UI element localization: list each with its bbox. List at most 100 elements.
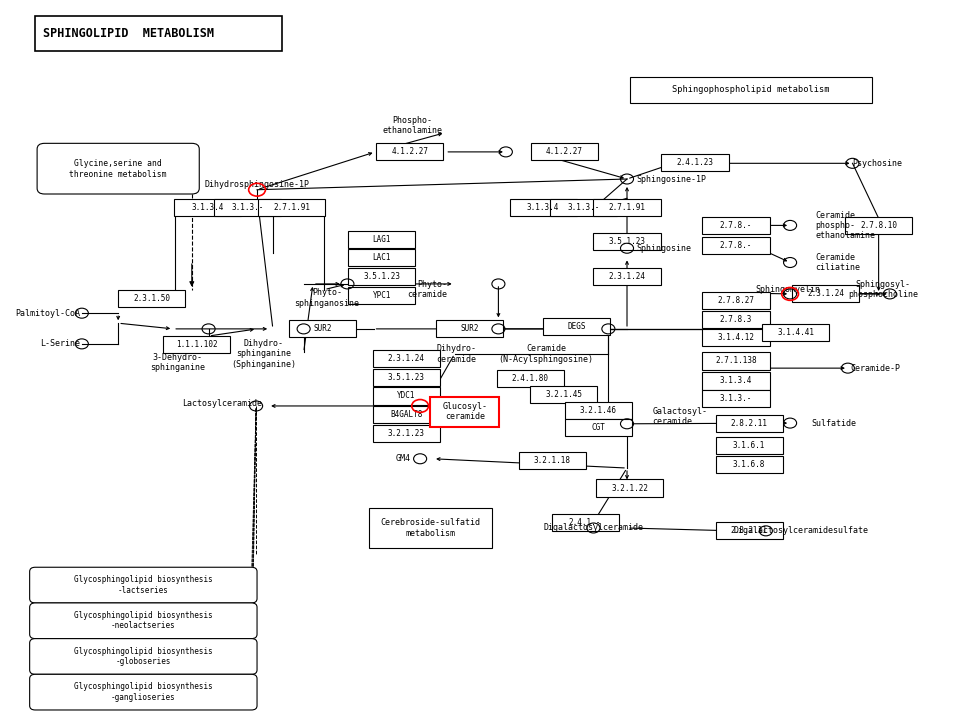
Text: 3.5.1.23: 3.5.1.23 [387, 373, 424, 382]
Text: 2.4.1.23: 2.4.1.23 [676, 158, 713, 167]
Text: Glycosphingolipid biosynthesis
-ganglioseries: Glycosphingolipid biosynthesis -ganglios… [74, 682, 212, 702]
FancyBboxPatch shape [702, 352, 769, 370]
Text: Phospho-
ethanolamine: Phospho- ethanolamine [382, 116, 442, 135]
FancyBboxPatch shape [496, 370, 563, 388]
FancyBboxPatch shape [348, 269, 415, 285]
FancyBboxPatch shape [36, 17, 282, 51]
Text: Palmitoyl-CoA: Palmitoyl-CoA [15, 309, 80, 318]
Text: LAC1: LAC1 [372, 253, 391, 262]
FancyBboxPatch shape [543, 318, 609, 335]
Text: YPC1: YPC1 [372, 291, 391, 300]
Text: CGT: CGT [591, 423, 604, 432]
Text: Glycosphingolipid biosynthesis
-neolactseries: Glycosphingolipid biosynthesis -neolacts… [74, 611, 212, 630]
Text: 3.1.3.4: 3.1.3.4 [191, 203, 224, 212]
FancyBboxPatch shape [761, 324, 828, 341]
Text: 3.1.3.-: 3.1.3.- [719, 394, 752, 404]
Text: 2.7.1.91: 2.7.1.91 [273, 203, 309, 212]
Text: Lactosylceramide: Lactosylceramide [183, 399, 262, 409]
FancyBboxPatch shape [702, 237, 769, 254]
Text: 2.7.1.91: 2.7.1.91 [608, 203, 645, 212]
Text: 3-Dehydro-
sphinganine: 3-Dehydro- sphinganine [150, 353, 205, 372]
Text: Ceramide-P: Ceramide-P [850, 364, 899, 373]
Text: 2.3.1.50: 2.3.1.50 [133, 295, 170, 303]
Text: Dihydro-
ceramide: Dihydro- ceramide [436, 344, 476, 364]
Text: SUR2: SUR2 [459, 324, 479, 334]
FancyBboxPatch shape [30, 674, 257, 710]
FancyBboxPatch shape [593, 232, 660, 250]
Text: LAG1: LAG1 [372, 235, 391, 244]
Text: 2.8.2.11: 2.8.2.11 [729, 419, 767, 427]
FancyBboxPatch shape [288, 321, 356, 337]
Text: 3.5.1.23: 3.5.1.23 [363, 272, 400, 282]
Text: Ceramide
phospho-
ethanolamine: Ceramide phospho- ethanolamine [814, 211, 875, 240]
Text: 3.2.1.22: 3.2.1.22 [610, 484, 648, 492]
Text: B4GALT8: B4GALT8 [389, 410, 422, 419]
Text: Sphingosine: Sphingosine [635, 244, 691, 253]
Text: Dihydro-
sphinganine
(Sphinganine): Dihydro- sphinganine (Sphinganine) [231, 339, 296, 369]
Text: Sphingomyelin: Sphingomyelin [755, 285, 820, 294]
FancyBboxPatch shape [715, 437, 782, 453]
Text: 2.7.8.27: 2.7.8.27 [717, 296, 753, 305]
FancyBboxPatch shape [702, 329, 769, 346]
Text: 2.3.1.24: 2.3.1.24 [806, 289, 843, 297]
FancyBboxPatch shape [791, 284, 858, 302]
Text: 3.1.3.-: 3.1.3.- [232, 203, 263, 212]
Text: Glucosyl-
ceramide: Glucosyl- ceramide [442, 402, 487, 422]
Text: 3.1.6.8: 3.1.6.8 [732, 460, 765, 469]
Text: Dihydrosphingosine-1P: Dihydrosphingosine-1P [205, 180, 309, 188]
FancyBboxPatch shape [629, 77, 872, 103]
Text: 2.7.8.-: 2.7.8.- [719, 221, 752, 230]
FancyBboxPatch shape [844, 217, 911, 234]
FancyBboxPatch shape [509, 199, 576, 216]
Text: 2.4.1.-: 2.4.1.- [568, 518, 601, 527]
FancyBboxPatch shape [30, 603, 257, 639]
FancyBboxPatch shape [661, 154, 727, 171]
FancyBboxPatch shape [372, 406, 439, 423]
FancyBboxPatch shape [348, 249, 415, 266]
Text: Sulfatide: Sulfatide [811, 419, 855, 427]
Text: SUR2: SUR2 [312, 324, 332, 334]
Text: 2.7.8.10: 2.7.8.10 [859, 221, 897, 230]
Text: Cerebroside-sulfatid
metabolism: Cerebroside-sulfatid metabolism [380, 518, 480, 538]
FancyBboxPatch shape [593, 269, 660, 285]
FancyBboxPatch shape [530, 386, 597, 403]
FancyBboxPatch shape [564, 419, 631, 436]
Text: 3.1.3.4: 3.1.3.4 [527, 203, 558, 212]
Text: Galactosyl-
ceramide: Galactosyl- ceramide [652, 407, 706, 427]
Text: 2.7.8.3: 2.7.8.3 [719, 315, 752, 324]
FancyBboxPatch shape [702, 217, 769, 234]
FancyBboxPatch shape [435, 321, 503, 337]
FancyBboxPatch shape [372, 388, 439, 404]
FancyBboxPatch shape [518, 453, 585, 469]
Text: GM4: GM4 [395, 454, 410, 464]
Text: 3.1.3.-: 3.1.3.- [566, 203, 599, 212]
Text: Phyto-
ceramide: Phyto- ceramide [407, 280, 447, 300]
Text: Sphingosine-1P: Sphingosine-1P [635, 175, 705, 183]
FancyBboxPatch shape [715, 456, 782, 473]
FancyBboxPatch shape [702, 373, 769, 390]
Text: 2.3.1.24: 2.3.1.24 [387, 355, 424, 363]
FancyBboxPatch shape [551, 514, 618, 531]
FancyBboxPatch shape [368, 508, 491, 548]
Text: YDC1: YDC1 [397, 391, 415, 401]
Text: Sphingosyl-
phosphocholine: Sphingosyl- phosphocholine [848, 280, 918, 300]
FancyBboxPatch shape [30, 567, 257, 603]
Text: 3.1.4.41: 3.1.4.41 [776, 328, 813, 337]
Text: Phyto-
sphinganosine: Phyto- sphinganosine [294, 289, 359, 308]
Text: 3.2.1.46: 3.2.1.46 [579, 406, 616, 414]
Text: 3.2.1.18: 3.2.1.18 [533, 456, 571, 466]
Text: Digalactosylceramidesulfate: Digalactosylceramidesulfate [733, 526, 868, 535]
Text: 3.2.1.45: 3.2.1.45 [545, 390, 581, 399]
Text: DEGS: DEGS [567, 322, 585, 331]
Text: Digalactosylceramide: Digalactosylceramide [543, 523, 643, 533]
FancyBboxPatch shape [174, 199, 241, 216]
FancyBboxPatch shape [593, 199, 660, 216]
FancyBboxPatch shape [430, 396, 499, 427]
FancyBboxPatch shape [702, 311, 769, 329]
Text: Glycosphingolipid biosynthesis
-globoseries: Glycosphingolipid biosynthesis -globoser… [74, 647, 212, 666]
Text: 4.1.2.27: 4.1.2.27 [391, 147, 428, 157]
Text: 2.7.1.138: 2.7.1.138 [714, 357, 756, 365]
Text: 2.7.8.-: 2.7.8.- [719, 241, 752, 250]
Text: 2.4.1.80: 2.4.1.80 [511, 374, 548, 383]
Text: 4.1.2.27: 4.1.2.27 [546, 147, 582, 157]
